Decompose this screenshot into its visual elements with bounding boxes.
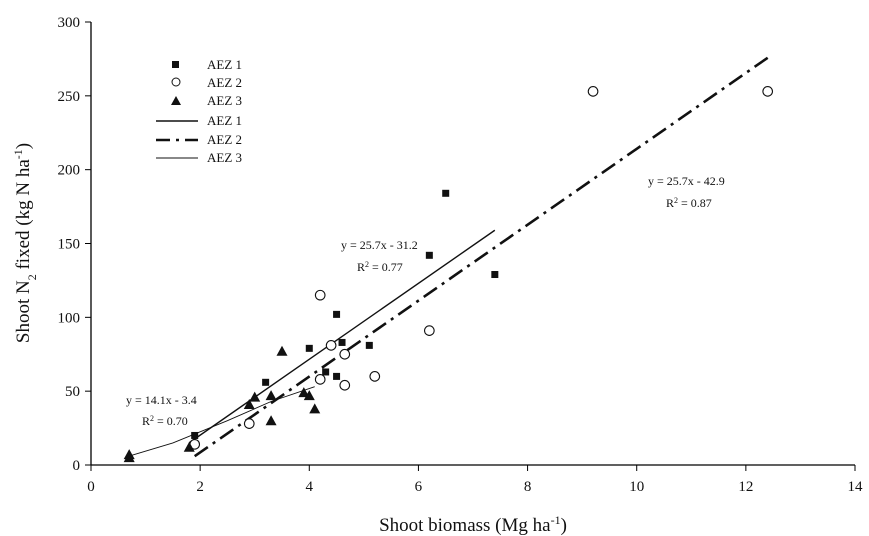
point-aez3 — [265, 415, 277, 426]
point-aez3 — [303, 390, 315, 401]
point-aez1 — [491, 271, 499, 279]
point-aez1 — [333, 310, 341, 318]
y-tick-label: 250 — [58, 89, 81, 105]
legend-label-aez1: AEZ 1 — [207, 57, 242, 72]
point-aez1 — [333, 372, 341, 380]
x-tick-label: 4 — [306, 479, 314, 495]
point-aez2 — [314, 289, 326, 301]
x-axis-title: Shoot biomass (Mg ha-1) — [379, 513, 567, 536]
point-aez2 — [325, 340, 337, 351]
point-aez3 — [243, 398, 255, 409]
fit-lines — [129, 56, 769, 458]
annotation-aez1: y = 25.7x - 31.2 R2 = 0.77 — [341, 238, 418, 274]
y-tick-label: 100 — [58, 310, 81, 326]
equation-aez1: y = 25.7x - 31.2 — [341, 238, 418, 252]
point-aez1 — [262, 378, 270, 386]
r2-aez1: R2 = 0.77 — [357, 260, 403, 275]
point-aez3 — [265, 390, 277, 401]
legend-marker-aez2 — [171, 77, 181, 87]
y-tick-label: 150 — [58, 237, 81, 253]
point-aez1 — [365, 341, 373, 349]
point-aez1 — [305, 344, 313, 352]
legend-marker-aez1 — [172, 61, 179, 68]
fit-line-aez1 — [188, 229, 496, 444]
point-aez3 — [309, 403, 321, 414]
point-aez2 — [369, 371, 381, 382]
point-aez3 — [249, 391, 261, 402]
point-aez2 — [423, 325, 435, 336]
fit-line-aez3 — [129, 386, 315, 457]
y-tick-label: 300 — [58, 15, 81, 31]
axis-ticks: 0 2 4 6 8 10 12 14 0 50 100 150 200 250 300 — [58, 15, 864, 495]
equation-aez3: y = 14.1x - 3.4 — [126, 393, 197, 407]
data-points — [123, 86, 774, 463]
y-axis-title: Shoot N2 fixed (kg N ha-1) — [11, 143, 39, 343]
legend-label-aez2: AEZ 2 — [207, 75, 242, 90]
x-tick-label: 0 — [87, 479, 95, 495]
point-aez2 — [243, 418, 255, 430]
point-aez1 — [442, 189, 450, 197]
point-aez1 — [322, 368, 330, 376]
point-aez1 — [191, 431, 199, 439]
point-aez2 — [762, 86, 774, 97]
x-tick-label: 12 — [738, 479, 753, 495]
fit-line-aez2 — [193, 56, 769, 458]
legend-line-label-aez3: AEZ 3 — [207, 150, 242, 165]
legend: AEZ 1 AEZ 2 AEZ 3 AEZ 1 AEZ 2 AEZ 3 — [156, 57, 242, 165]
point-aez2 — [587, 86, 599, 97]
point-aez1 — [338, 338, 346, 346]
r2-aez2: R2 = 0.87 — [666, 196, 712, 211]
annotation-aez2: y = 25.7x - 42.9 R2 = 0.87 — [648, 174, 725, 210]
point-aez3 — [298, 387, 310, 398]
point-aez3 — [123, 452, 135, 463]
x-tick-label: 14 — [848, 479, 864, 495]
point-aez3 — [276, 345, 288, 356]
y-tick-label: 200 — [58, 163, 81, 179]
x-tick-label: 8 — [524, 479, 532, 495]
point-aez2 — [339, 348, 351, 360]
legend-line-label-aez1: AEZ 1 — [207, 113, 242, 128]
legend-label-aez3: AEZ 3 — [207, 93, 242, 108]
equation-aez2: y = 25.7x - 42.9 — [648, 174, 725, 188]
y-tick-label: 50 — [65, 384, 80, 400]
x-tick-label: 6 — [415, 479, 423, 495]
point-aez3 — [183, 441, 195, 452]
r2-aez3: R2 = 0.70 — [142, 414, 188, 429]
y-tick-label: 0 — [73, 458, 81, 474]
point-aez2 — [314, 374, 326, 385]
x-tick-label: 2 — [196, 479, 204, 495]
annotation-aez3: y = 14.1x - 3.4 R2 = 0.70 — [126, 393, 197, 428]
legend-marker-aez3 — [171, 96, 181, 105]
x-tick-label: 10 — [629, 479, 644, 495]
legend-line-label-aez2: AEZ 2 — [207, 132, 242, 147]
point-aez2 — [339, 379, 351, 391]
point-aez1 — [425, 251, 433, 259]
